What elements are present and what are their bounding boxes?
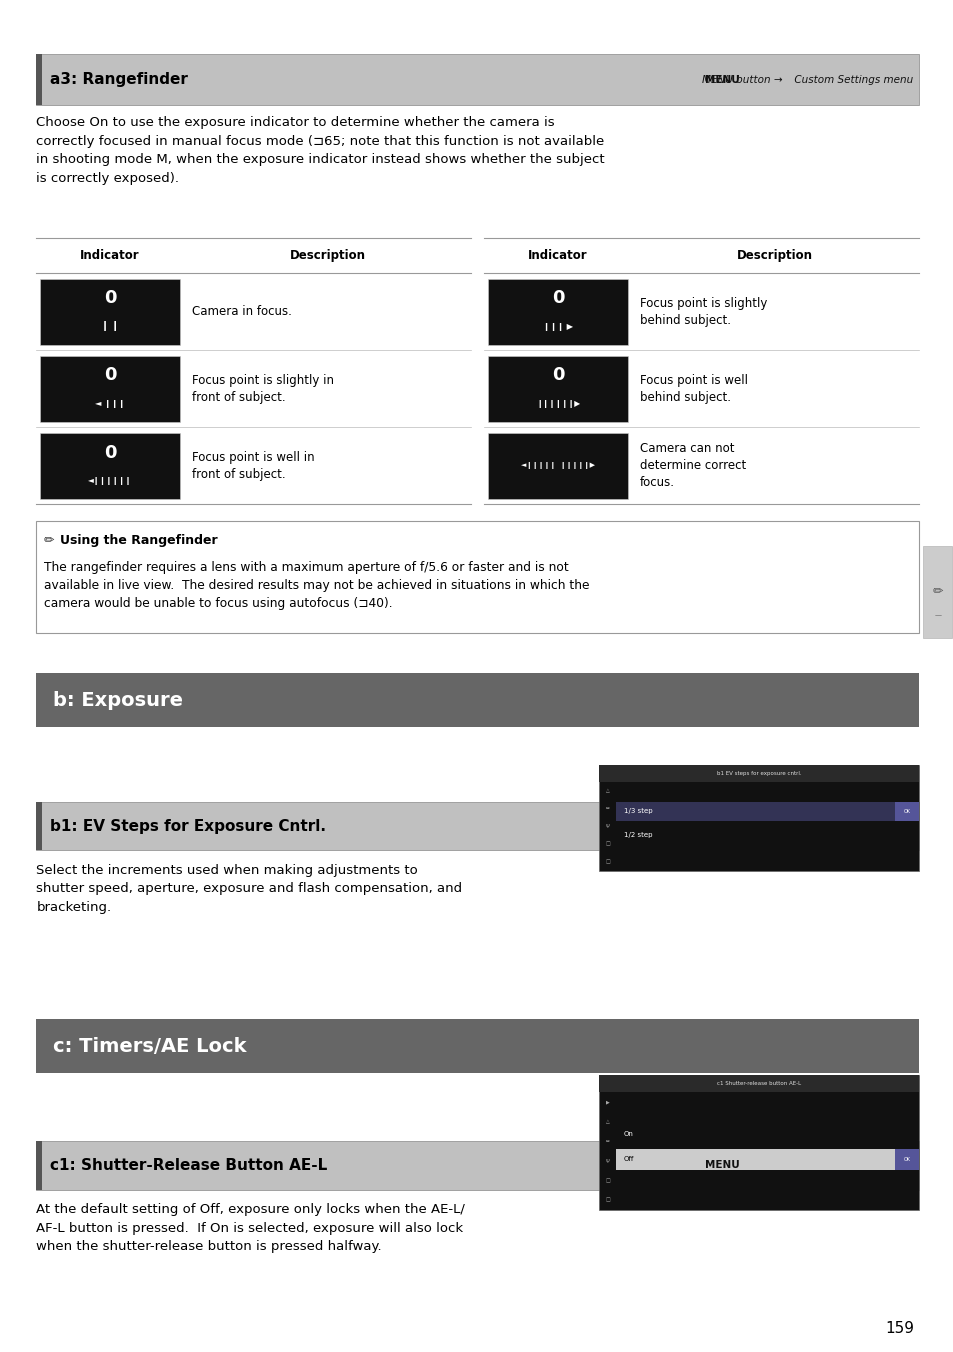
Text: Focus point is slightly in
front of subject.: Focus point is slightly in front of subj… (192, 373, 334, 404)
FancyBboxPatch shape (598, 765, 918, 781)
Text: Description: Description (289, 249, 365, 262)
Text: The rangefinder requires a lens with a maximum aperture of f/5.6 or faster and i: The rangefinder requires a lens with a m… (44, 561, 589, 610)
FancyBboxPatch shape (487, 356, 627, 422)
Text: Select the increments used when making adjustments to
shutter speed, aperture, e: Select the increments used when making a… (36, 864, 462, 914)
Text: 0: 0 (551, 289, 564, 307)
FancyBboxPatch shape (36, 1141, 42, 1190)
Text: MENU: MENU (704, 74, 739, 85)
FancyBboxPatch shape (598, 1075, 918, 1092)
FancyBboxPatch shape (616, 802, 918, 821)
Text: ❙❙❙❙❙❙▶: ❙❙❙❙❙❙▶ (536, 399, 579, 408)
Text: c1 Shutter-release button AE-L: c1 Shutter-release button AE-L (716, 1082, 801, 1086)
Text: 159: 159 (884, 1321, 913, 1336)
Text: ❙ ❙: ❙ ❙ (101, 322, 119, 331)
Text: a3: Rangefinder: a3: Rangefinder (50, 72, 188, 88)
Text: c1: Shutter-Release Button AE-L: c1: Shutter-Release Button AE-L (50, 1157, 327, 1174)
Text: 1/3 step: 1/3 step (623, 808, 652, 814)
Text: □: □ (605, 1178, 609, 1183)
Text: MENU: MENU (704, 821, 739, 831)
FancyBboxPatch shape (923, 546, 951, 638)
Text: 1/2 step: 1/2 step (623, 833, 652, 838)
Text: Focus point is well in
front of subject.: Focus point is well in front of subject. (192, 450, 314, 481)
Text: c: Timers/AE Lock: c: Timers/AE Lock (53, 1037, 247, 1056)
Text: Using the Rangefinder: Using the Rangefinder (60, 534, 217, 548)
FancyBboxPatch shape (598, 765, 918, 871)
Text: Off: Off (623, 1156, 634, 1163)
Text: On: On (623, 1130, 633, 1137)
FancyBboxPatch shape (36, 521, 918, 633)
Text: MENU button →   Custom Settings menu: MENU button → Custom Settings menu (701, 74, 912, 85)
Text: ◄ ❙❙❙: ◄ ❙❙❙ (95, 399, 125, 408)
Text: MENU: MENU (704, 1160, 739, 1171)
Text: Ψ: Ψ (605, 1159, 609, 1164)
Text: MENU button →   Custom Settings menu: MENU button → Custom Settings menu (701, 821, 912, 831)
Text: Camera in focus.: Camera in focus. (192, 306, 292, 318)
FancyBboxPatch shape (616, 1149, 918, 1169)
FancyBboxPatch shape (36, 802, 918, 850)
Text: b: Exposure: b: Exposure (53, 691, 183, 710)
Text: MENU button →   Custom Settings menu: MENU button → Custom Settings menu (701, 1160, 912, 1171)
Text: □: □ (605, 841, 609, 846)
FancyBboxPatch shape (36, 802, 42, 850)
Text: ◄❙❙❙❙❙  ❙❙❙❙❙▶: ◄❙❙❙❙❙ ❙❙❙❙❙▶ (520, 462, 595, 469)
Text: At the default setting of Off, exposure only locks when the AE-L/
AF-L button is: At the default setting of Off, exposure … (36, 1203, 465, 1253)
Text: —: — (933, 612, 941, 618)
Text: □: □ (605, 860, 609, 864)
Text: OK: OK (902, 1157, 909, 1161)
Text: Focus point is slightly
behind subject.: Focus point is slightly behind subject. (639, 296, 766, 327)
Text: ✏: ✏ (605, 1138, 609, 1144)
FancyBboxPatch shape (40, 433, 180, 499)
Text: ◄❙❙❙❙❙❙: ◄❙❙❙❙❙❙ (88, 476, 132, 485)
Text: Indicator: Indicator (80, 249, 140, 262)
FancyBboxPatch shape (894, 1149, 918, 1169)
Text: △: △ (605, 1119, 609, 1125)
Text: ✏: ✏ (605, 806, 609, 811)
Text: Indicator: Indicator (528, 249, 587, 262)
FancyBboxPatch shape (36, 54, 918, 105)
Text: Description: Description (737, 249, 813, 262)
FancyBboxPatch shape (36, 673, 918, 727)
Text: 0: 0 (104, 289, 116, 307)
Text: 0: 0 (104, 443, 116, 461)
Text: b1: EV Steps for Exposure Cntrl.: b1: EV Steps for Exposure Cntrl. (50, 818, 325, 834)
FancyBboxPatch shape (598, 1075, 918, 1210)
FancyBboxPatch shape (36, 1141, 918, 1190)
FancyBboxPatch shape (487, 279, 627, 345)
Text: ✏: ✏ (44, 534, 54, 548)
Text: ❙❙❙ ▶: ❙❙❙ ▶ (542, 322, 573, 331)
FancyBboxPatch shape (894, 802, 918, 821)
Text: □: □ (605, 1198, 609, 1203)
Text: Choose On to use the exposure indicator to determine whether the camera is
corre: Choose On to use the exposure indicator … (36, 116, 604, 185)
Text: ▶: ▶ (605, 1099, 609, 1105)
Text: Camera can not
determine correct
focus.: Camera can not determine correct focus. (639, 442, 745, 489)
Text: b1 EV steps for exposure cntrl.: b1 EV steps for exposure cntrl. (716, 771, 801, 776)
FancyBboxPatch shape (40, 356, 180, 422)
Text: △: △ (605, 788, 609, 794)
Text: Focus point is well
behind subject.: Focus point is well behind subject. (639, 373, 747, 404)
FancyBboxPatch shape (40, 279, 180, 345)
Text: Ψ: Ψ (605, 823, 609, 829)
Text: OK: OK (902, 808, 909, 814)
FancyBboxPatch shape (36, 54, 42, 105)
Text: 0: 0 (551, 366, 564, 384)
FancyBboxPatch shape (487, 433, 627, 499)
Text: 0: 0 (104, 366, 116, 384)
Text: ✏: ✏ (931, 585, 943, 599)
FancyBboxPatch shape (36, 1019, 918, 1073)
